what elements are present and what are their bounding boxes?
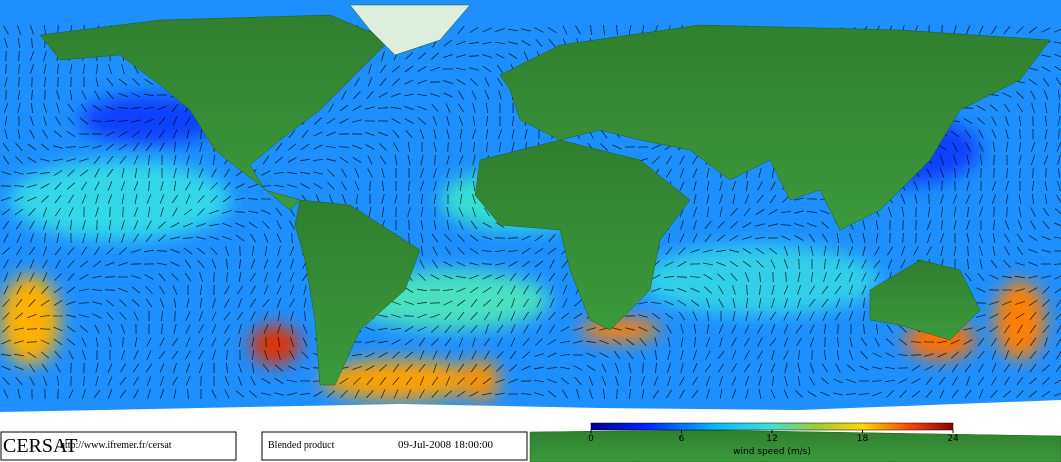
colorbar-ramp: [590, 422, 954, 431]
logo: CERSAT: [3, 435, 77, 457]
timestamp: 09-Jul-2008 18:00:00: [398, 439, 494, 451]
colorbar-tick-label: 12: [766, 434, 777, 444]
url[interactable]: http://www.ifremer.fr/cersat: [60, 440, 172, 451]
product: Blended product: [268, 440, 335, 451]
colorbar-tick-label: 18: [857, 434, 869, 444]
product-box: [261, 431, 528, 461]
colorbar-tick-label: 0: [588, 434, 594, 444]
footer: CERSAT http://www.ifremer.fr/cersat Blen…: [0, 431, 528, 461]
colorbar: wind speed (m/s) 0 6 12 18 24: [588, 422, 959, 457]
colorbar-tick-label: 24: [947, 434, 959, 444]
colorbar-label: wind speed (m/s): [733, 447, 811, 457]
logo-box: [0, 431, 237, 461]
colorbar-tick-label: 6: [679, 434, 685, 444]
continents: [0, 4, 1061, 462]
